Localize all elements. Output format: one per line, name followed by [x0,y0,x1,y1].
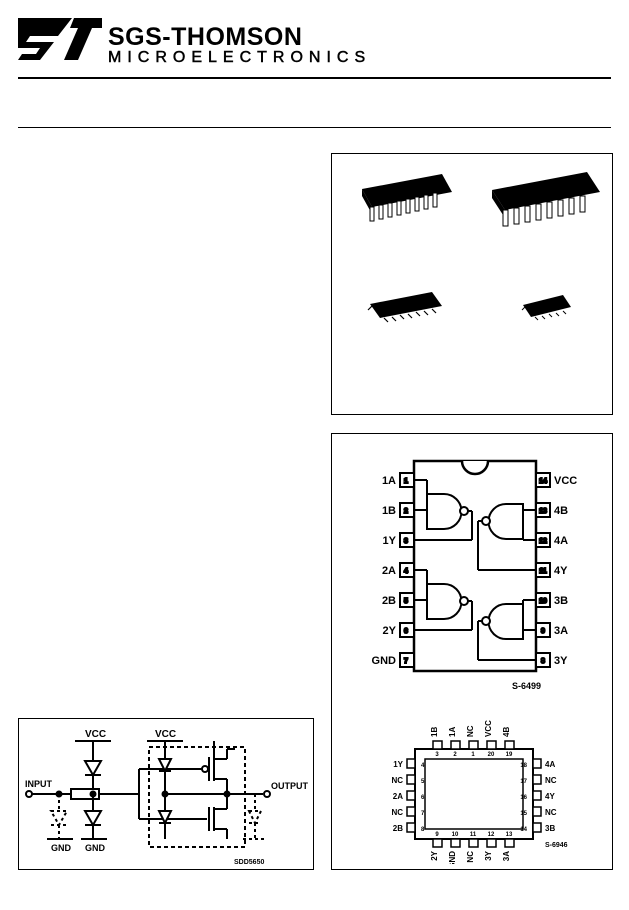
pin-label: 4A [554,535,568,547]
pin-num: 13 [539,508,547,515]
pin-num: 1 [404,478,408,485]
so-package-1 [362,284,452,334]
figure-ref: S-6499 [512,681,541,691]
io-schematic: VCC INPUT [19,719,313,869]
pin-num: 16 [520,795,527,801]
pin-label: 1B [382,505,396,517]
pin-num: 4 [404,568,408,575]
pin-label: 2A [393,792,403,801]
gnd-label: GND [51,843,72,853]
pin-label: 2B [382,595,396,607]
pin-num: 12 [488,832,495,838]
pin-num: 5 [404,598,408,605]
pin-num: 19 [506,752,513,758]
pin-label: 1A [382,475,396,487]
datasheet-page: SGS-THOMSON MICROELECTRONICS [0,0,629,910]
pin-num: 9 [541,628,545,635]
so-package-2 [517,289,577,329]
pin-label: VCC [484,720,493,737]
vcc-label: VCC [155,729,176,740]
plcc-pinout: 1B 1A NC VCC 4B 3 2 1 20 19 1Y NC 2A NC … [377,719,572,864]
pin-label: 1B [430,727,439,737]
gnd-label: GND [85,843,106,853]
pin-label: 1Y [393,760,403,769]
input-label: INPUT [25,779,53,789]
pin-num: 14 [539,478,547,485]
pin-label: NC [545,808,557,817]
company-name: SGS-THOMSON MICROELECTRONICS [108,25,371,66]
dip-pinout: 1 2 3 4 5 6 7 14 13 12 11 10 9 8 [352,449,592,709]
pin-label: 4A [545,760,555,769]
pin-num: 10 [452,832,459,838]
packages-figure [331,153,613,415]
pin-label: 1Y [383,535,397,547]
pin-label: NC [391,776,403,785]
pin-label: 3Y [484,850,493,860]
pin-label: NC [466,851,475,863]
pin-num: 11 [539,568,547,575]
st-logo [18,18,102,72]
pin-num: 15 [520,811,527,817]
pin-num: 14 [520,827,527,833]
pin-label: 3A [554,625,568,637]
pin-label: 4Y [545,792,555,801]
pin-num: 7 [404,658,408,665]
header: SGS-THOMSON MICROELECTRONICS [18,18,611,72]
figure-ref: SDD5650 [234,859,264,866]
pin-label: NC [545,776,557,785]
pin-label: 3B [545,824,555,833]
pin-num: 10 [539,598,547,605]
dip-package-1 [342,164,462,244]
pin-label: NC [391,808,403,817]
company-bottom: MICROELECTRONICS [108,50,371,66]
company-top: SGS-THOMSON [108,25,371,50]
pin-label: 1A [448,727,457,737]
dip-package-2 [477,164,607,249]
pin-label: 2B [393,824,403,833]
pin-num: 18 [520,763,527,769]
pin-label: 2Y [430,850,439,860]
pin-num: 12 [539,538,547,545]
pin-label: 4Y [554,565,568,577]
pin-label: 3Y [554,655,568,667]
pin-num: 17 [520,779,527,785]
pin-label: 2Y [383,625,397,637]
pin-num: 13 [506,832,513,838]
pin-label: GND [372,655,397,667]
output-label: OUTPUT [271,781,309,791]
figure-ref: S-6946 [545,842,568,849]
rule-mid [18,127,611,128]
pin-num: 6 [404,628,408,635]
pin-label: NC [466,725,475,737]
pin-label: 4B [554,505,568,517]
rule-top [18,77,611,79]
pin-label: 4B [502,727,511,737]
pin-num: 20 [488,752,495,758]
pin-num: 2 [404,508,408,515]
pin-label: 3A [502,851,511,861]
vcc-label: VCC [85,729,106,740]
pin-num: 11 [470,832,477,838]
pin-num: 8 [541,658,545,665]
pin-label: 2A [382,565,396,577]
schematic-figure: VCC INPUT [18,718,314,870]
pin-num: 3 [404,538,408,545]
pinout-figure: 1 2 3 4 5 6 7 14 13 12 11 10 9 8 [331,433,613,870]
pin-label: VCC [554,475,577,487]
pin-label: 3B [554,595,568,607]
pin-label: GND [448,851,457,864]
